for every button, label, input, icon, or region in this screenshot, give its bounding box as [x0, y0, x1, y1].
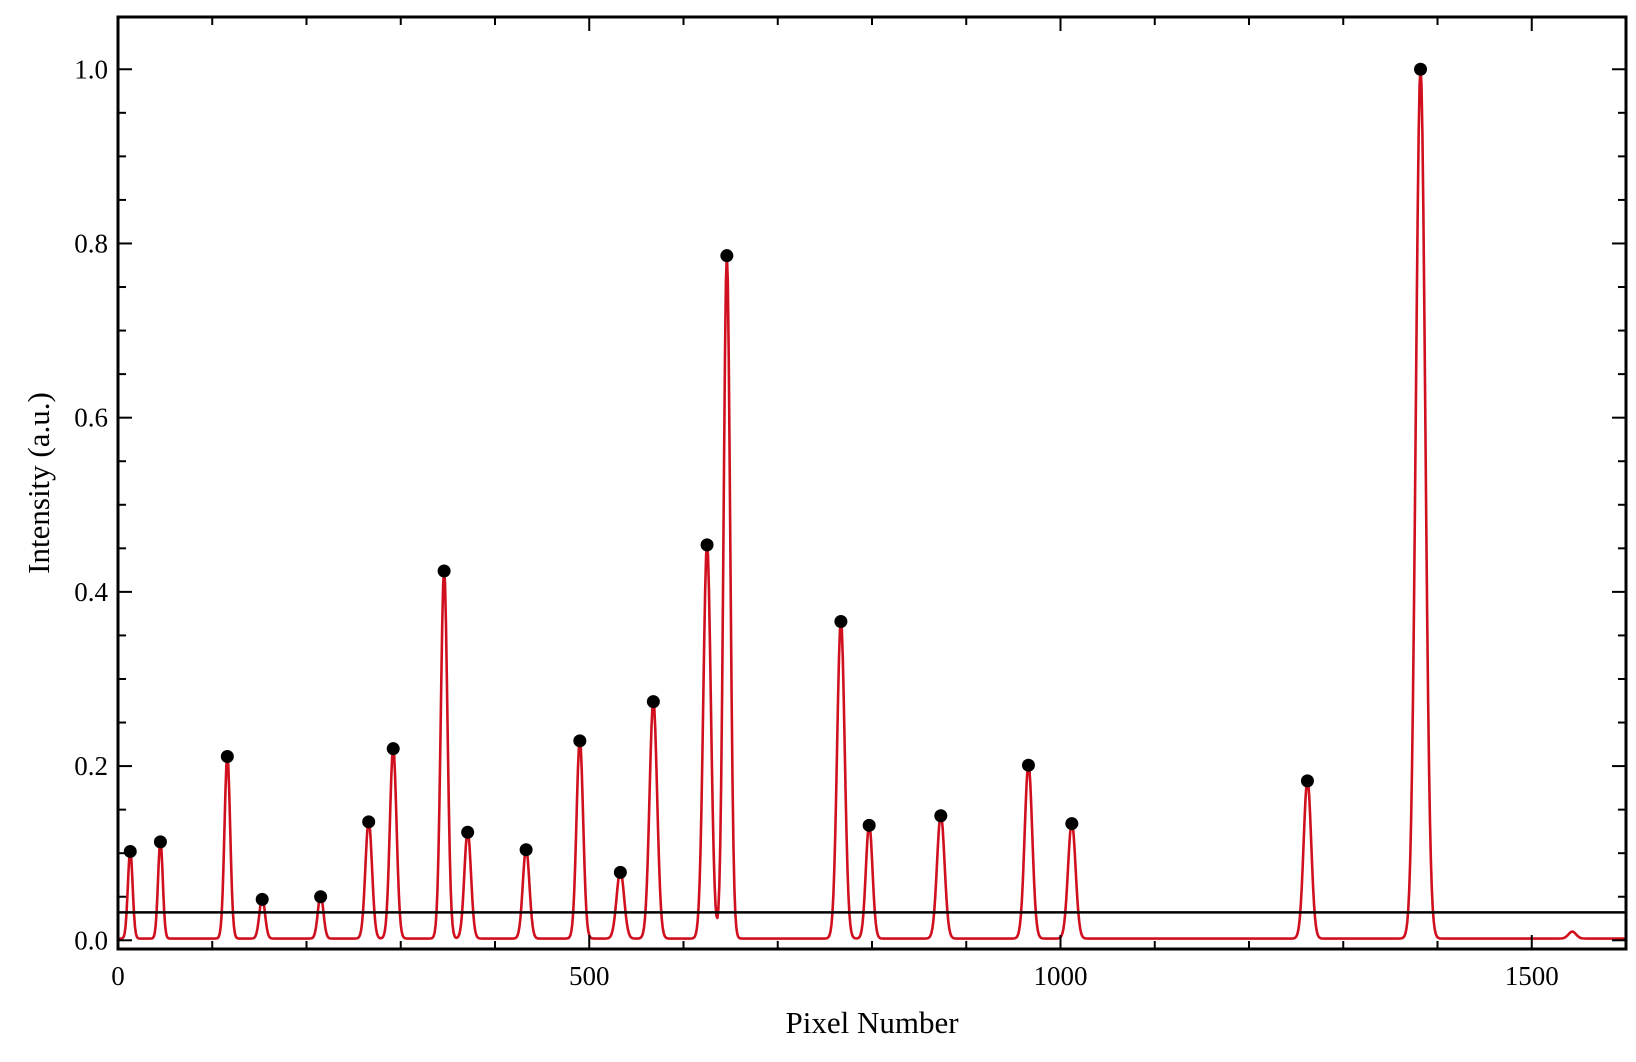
peak-marker: [613, 865, 627, 879]
x-tick-label: 0: [111, 961, 125, 991]
peak-marker: [646, 695, 660, 709]
peak-marker: [220, 750, 234, 764]
series-layer: [118, 66, 1626, 940]
peak-marker: [123, 844, 137, 858]
y-tick-label: 0.8: [74, 228, 108, 258]
peak-marker: [386, 742, 400, 756]
peak-marker: [153, 835, 167, 849]
peak-marker: [1300, 774, 1314, 788]
peak-marker: [720, 249, 734, 263]
peak-marker: [573, 734, 587, 748]
peak-marker: [437, 564, 451, 578]
y-tick-label: 0.6: [74, 403, 108, 433]
peak-marker: [461, 825, 475, 839]
x-axis-title: Pixel Number: [785, 1005, 959, 1040]
plot-frame: [116, 15, 1628, 951]
peak-markers: [123, 62, 1428, 906]
tick-labels: 0 500 1000 1500 0.0 0.2 0.4 0.6 0.8 1.0: [74, 54, 1559, 991]
peak-marker: [314, 890, 328, 904]
peak-marker: [255, 892, 269, 906]
x-tick-label: 500: [569, 961, 610, 991]
y-tick-label: 0.2: [74, 751, 108, 781]
peak-marker: [519, 843, 533, 857]
peak-marker: [834, 614, 848, 628]
peak-marker: [1414, 62, 1428, 76]
peak-marker: [862, 818, 876, 832]
y-axis-title: Intensity (a.u.): [21, 392, 56, 574]
spectrum-line: [118, 66, 1626, 940]
y-tick-label: 0.4: [74, 577, 108, 607]
axis-ticks: [117, 17, 1627, 949]
y-tick-label: 1.0: [74, 54, 108, 84]
y-tick-label: 0.0: [74, 925, 108, 955]
peak-marker: [700, 538, 714, 552]
peak-marker: [1021, 758, 1035, 772]
peak-marker: [934, 809, 948, 823]
x-tick-label: 1000: [1034, 961, 1088, 991]
peak-marker: [1065, 817, 1079, 831]
x-tick-label: 1500: [1505, 961, 1559, 991]
peak-marker: [362, 815, 376, 829]
